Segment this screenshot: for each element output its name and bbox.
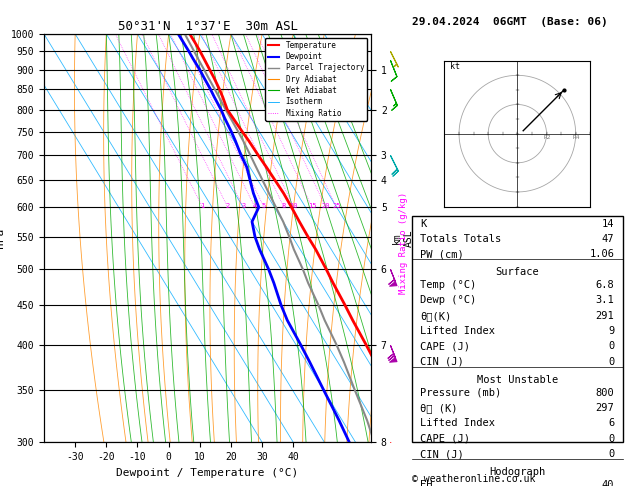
Text: Totals Totals: Totals Totals xyxy=(420,234,502,244)
Text: Dewp (°C): Dewp (°C) xyxy=(420,295,477,305)
X-axis label: Dewpoint / Temperature (°C): Dewpoint / Temperature (°C) xyxy=(116,468,299,478)
Text: 10: 10 xyxy=(289,203,298,209)
Text: 291: 291 xyxy=(596,311,615,321)
Text: 1.06: 1.06 xyxy=(589,249,615,259)
Text: 297: 297 xyxy=(596,403,615,413)
Text: 8: 8 xyxy=(282,203,286,209)
Text: Pressure (mb): Pressure (mb) xyxy=(420,387,502,398)
Text: 1: 1 xyxy=(201,203,204,209)
Text: θᴇ (K): θᴇ (K) xyxy=(420,403,458,413)
Text: Temp (°C): Temp (°C) xyxy=(420,280,477,290)
Text: 6: 6 xyxy=(608,418,615,428)
Text: 40: 40 xyxy=(602,480,615,486)
Text: 0: 0 xyxy=(608,342,615,351)
Text: © weatheronline.co.uk: © weatheronline.co.uk xyxy=(412,473,535,484)
Legend: Temperature, Dewpoint, Parcel Trajectory, Dry Adiabat, Wet Adiabat, Isotherm, Mi: Temperature, Dewpoint, Parcel Trajectory… xyxy=(265,38,367,121)
Text: Mixing Ratio (g/kg): Mixing Ratio (g/kg) xyxy=(399,192,408,294)
Text: 3.1: 3.1 xyxy=(596,295,615,305)
Y-axis label: hPa: hPa xyxy=(0,228,5,248)
Y-axis label: km
ASL: km ASL xyxy=(392,229,414,247)
Text: Lifted Index: Lifted Index xyxy=(420,326,496,336)
Text: 5: 5 xyxy=(262,203,266,209)
Text: Hodograph: Hodograph xyxy=(489,467,545,477)
Text: R4: R4 xyxy=(573,136,581,140)
Text: 25: 25 xyxy=(332,203,340,209)
Text: Lifted Index: Lifted Index xyxy=(420,418,496,428)
Text: CAPE (J): CAPE (J) xyxy=(420,434,470,444)
Text: 4: 4 xyxy=(253,203,257,209)
Text: CAPE (J): CAPE (J) xyxy=(420,342,470,351)
Text: Surface: Surface xyxy=(496,267,539,277)
Text: 3: 3 xyxy=(242,203,245,209)
Text: CIN (J): CIN (J) xyxy=(420,357,464,367)
Text: 6.8: 6.8 xyxy=(596,280,615,290)
Text: R2: R2 xyxy=(543,136,551,140)
Text: LCL: LCL xyxy=(350,47,365,56)
Text: EH: EH xyxy=(420,480,433,486)
Text: 2: 2 xyxy=(226,203,230,209)
Text: 29.04.2024  06GMT  (Base: 06): 29.04.2024 06GMT (Base: 06) xyxy=(412,17,608,27)
Text: 14: 14 xyxy=(602,219,615,228)
Text: 47: 47 xyxy=(602,234,615,244)
Text: 20: 20 xyxy=(321,203,330,209)
Text: 15: 15 xyxy=(308,203,316,209)
Text: 0: 0 xyxy=(608,357,615,367)
Text: 9: 9 xyxy=(608,326,615,336)
Text: 0: 0 xyxy=(608,449,615,459)
Text: 0: 0 xyxy=(608,434,615,444)
Title: 50°31'N  1°37'E  30m ASL: 50°31'N 1°37'E 30m ASL xyxy=(118,20,298,33)
Text: PW (cm): PW (cm) xyxy=(420,249,464,259)
Text: K: K xyxy=(420,219,426,228)
Text: 800: 800 xyxy=(596,387,615,398)
Text: CIN (J): CIN (J) xyxy=(420,449,464,459)
Text: Most Unstable: Most Unstable xyxy=(477,375,558,384)
Text: kt: kt xyxy=(450,63,460,71)
Text: θᴇ(K): θᴇ(K) xyxy=(420,311,452,321)
